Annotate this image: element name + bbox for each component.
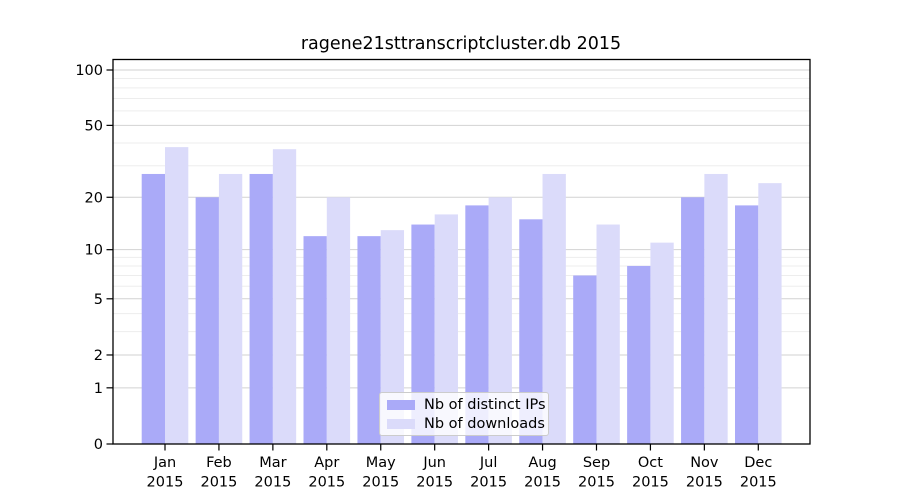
bar-distinct-ips-Sep <box>573 275 597 444</box>
legend-label-distinct-ips: Nb of distinct IPs <box>424 396 546 413</box>
bar-downloads-Jun <box>434 214 458 444</box>
bars <box>141 147 782 444</box>
y-tick-label-10: 10 <box>85 243 103 259</box>
x-tick-label-year-Jun: 2015 <box>416 475 453 491</box>
legend-item-downloads: Nb of downloads <box>387 416 545 432</box>
legend-swatch-distinct-ips <box>387 399 415 410</box>
x-tick-label-month-Aug: Aug <box>528 455 556 471</box>
bar-downloads-Feb <box>218 173 243 444</box>
plot-border <box>112 58 811 445</box>
chart-title: ragene21sttranscriptcluster.db 2015 <box>301 34 621 54</box>
bar-downloads-Mar <box>272 149 297 444</box>
x-tick-label-year-May: 2015 <box>362 475 399 491</box>
plot-frame <box>112 58 811 445</box>
x-tick-label-year-Oct: 2015 <box>632 475 669 491</box>
x-tick-label-year-Apr: 2015 <box>308 475 345 491</box>
x-tick-label-year-Dec: 2015 <box>740 475 777 491</box>
x-tick-label-month-Mar: Mar <box>259 455 286 471</box>
x-tick-label-year-Aug: 2015 <box>524 475 561 491</box>
x-tick-label-month-Nov: Nov <box>690 455 719 471</box>
y-tick-label-2: 2 <box>94 348 103 364</box>
y-tick-label-1: 1 <box>94 381 103 397</box>
bar-distinct-ips-Jul <box>465 205 489 444</box>
bar-distinct-ips-Oct <box>627 265 651 444</box>
x-tick-label-year-Feb: 2015 <box>200 475 237 491</box>
bar-downloads-Nov <box>704 173 728 444</box>
x-tick-label-month-May: May <box>366 455 396 471</box>
x-tick-label-month-Oct: Oct <box>638 455 663 471</box>
y-tick-label-5: 5 <box>94 292 103 308</box>
y-tick-label-100: 100 <box>75 63 103 79</box>
x-tick-label-month-Jul: Jul <box>479 455 498 471</box>
bar-distinct-ips-Feb <box>195 197 219 444</box>
bar-distinct-ips-Nov <box>681 197 705 444</box>
x-tick-label-year-Mar: 2015 <box>254 475 291 491</box>
bar-distinct-ips-Jun <box>411 224 435 444</box>
x-tick-label-month-Jan: Jan <box>153 455 176 471</box>
y-tick-label-50: 50 <box>85 118 103 134</box>
axis-ticks <box>106 69 759 451</box>
x-tick-label-month-Sep: Sep <box>583 455 610 471</box>
x-tick-label-month-Apr: Apr <box>314 455 339 471</box>
bar-downloads-Sep <box>596 224 620 444</box>
bar-downloads-Apr <box>326 197 351 444</box>
x-tick-label-year-Jul: 2015 <box>470 475 507 491</box>
bar-distinct-ips-Apr <box>303 236 327 444</box>
x-tick-label-month-Dec: Dec <box>744 455 772 471</box>
bar-distinct-ips-Mar <box>249 173 273 444</box>
legend-label-downloads: Nb of downloads <box>424 415 545 432</box>
bar-distinct-ips-May <box>357 236 381 444</box>
bar-distinct-ips-Jan <box>141 173 165 444</box>
bar-distinct-ips-Dec <box>735 205 759 444</box>
chart-legend: Nb of distinct IPs Nb of downloads <box>379 392 549 436</box>
x-tick-label-year-Jan: 2015 <box>147 475 184 491</box>
bar-distinct-ips-Aug <box>519 219 543 444</box>
axis-labels: 1005020105210Jan2015Feb2015Mar2015Apr201… <box>75 63 776 491</box>
x-tick-label-year-Nov: 2015 <box>686 475 723 491</box>
bar-downloads-Jul <box>488 197 512 444</box>
bar-downloads-May <box>380 230 405 444</box>
bar-downloads-Aug <box>542 173 566 444</box>
x-tick-label-month-Jun: Jun <box>422 455 446 471</box>
x-tick-label-year-Sep: 2015 <box>578 475 615 491</box>
y-tick-label-0: 0 <box>94 437 103 453</box>
legend-item-distinct-ips: Nb of distinct IPs <box>387 397 546 413</box>
x-tick-label-month-Feb: Feb <box>206 455 232 471</box>
legend-swatch-downloads <box>387 418 415 429</box>
y-tick-label-20: 20 <box>85 190 103 206</box>
bar-downloads-Oct <box>650 242 674 444</box>
bar-downloads-Jan <box>165 147 189 444</box>
bar-downloads-Dec <box>758 183 782 444</box>
